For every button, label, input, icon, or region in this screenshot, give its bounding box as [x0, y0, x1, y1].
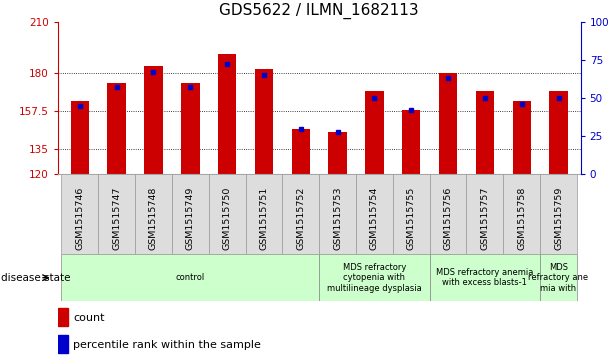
Bar [58, 309, 68, 326]
Bar [61, 254, 319, 301]
Bar [402, 110, 421, 174]
Bar [246, 174, 282, 254]
Bar [172, 174, 209, 254]
Bar [71, 101, 89, 174]
Text: MDS refractory
cytopenia with
multilineage dysplasia: MDS refractory cytopenia with multilinea… [327, 263, 422, 293]
Text: count: count [74, 313, 105, 323]
Bar [135, 174, 172, 254]
Bar [328, 132, 347, 174]
Text: disease state: disease state [1, 273, 70, 283]
Text: GSM1515754: GSM1515754 [370, 186, 379, 250]
Bar [292, 129, 310, 174]
Bar [365, 91, 384, 174]
Text: GSM1515746: GSM1515746 [75, 186, 85, 250]
Bar [393, 174, 430, 254]
Bar [430, 174, 466, 254]
Bar [319, 174, 356, 254]
Bar [513, 101, 531, 174]
Bar [144, 66, 163, 174]
Bar [108, 83, 126, 174]
Text: GSM1515757: GSM1515757 [480, 186, 489, 250]
Text: GSM1515752: GSM1515752 [296, 186, 305, 250]
Bar [282, 174, 319, 254]
Bar [255, 69, 273, 174]
Text: GSM1515759: GSM1515759 [554, 186, 563, 250]
Bar [218, 54, 237, 174]
Text: MDS refractory anemia
with excess blasts-1: MDS refractory anemia with excess blasts… [436, 268, 534, 287]
Bar [540, 174, 577, 254]
Bar [61, 174, 98, 254]
Bar [356, 174, 393, 254]
Bar [550, 91, 568, 174]
Text: GSM1515750: GSM1515750 [223, 186, 232, 250]
Text: percentile rank within the sample: percentile rank within the sample [74, 339, 261, 350]
Text: GSM1515758: GSM1515758 [517, 186, 526, 250]
Text: GSM1515747: GSM1515747 [112, 186, 121, 250]
Text: GSM1515753: GSM1515753 [333, 186, 342, 250]
Text: MDS
refractory ane
mia with: MDS refractory ane mia with [528, 263, 589, 293]
Text: GSM1515755: GSM1515755 [407, 186, 416, 250]
Bar [181, 83, 199, 174]
Title: GDS5622 / ILMN_1682113: GDS5622 / ILMN_1682113 [219, 3, 419, 19]
Bar [439, 73, 457, 174]
Bar [98, 174, 135, 254]
Bar [209, 174, 246, 254]
Text: GSM1515751: GSM1515751 [260, 186, 269, 250]
Bar [430, 254, 540, 301]
Bar [503, 174, 540, 254]
Text: GSM1515756: GSM1515756 [444, 186, 452, 250]
Bar [540, 254, 577, 301]
Text: control: control [176, 273, 205, 282]
Bar [475, 91, 494, 174]
Bar [58, 335, 68, 353]
Bar [319, 254, 430, 301]
Text: GSM1515749: GSM1515749 [186, 186, 195, 250]
Bar [466, 174, 503, 254]
Text: GSM1515748: GSM1515748 [149, 186, 158, 250]
